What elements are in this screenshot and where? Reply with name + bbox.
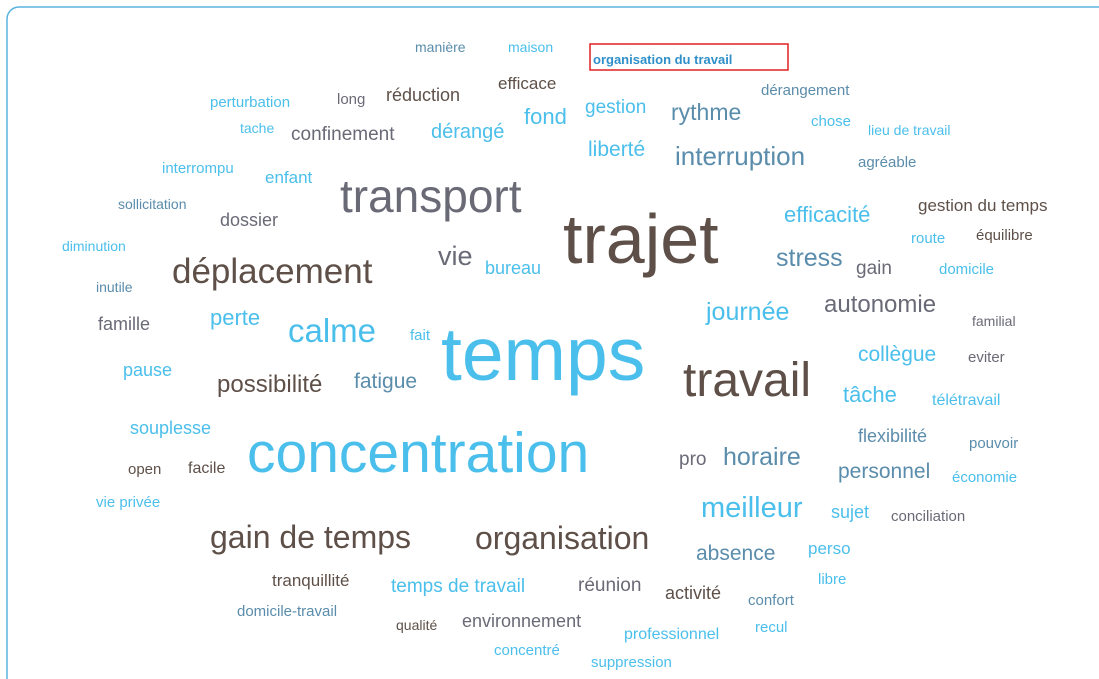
word[interactable]: possibilité xyxy=(217,371,322,398)
word[interactable]: concentration xyxy=(247,421,589,485)
word[interactable]: rythme xyxy=(671,99,741,125)
word[interactable]: équilibre xyxy=(976,227,1033,244)
word[interactable]: autonomie xyxy=(824,291,936,318)
word[interactable]: temps xyxy=(441,312,645,396)
word[interactable]: inutile xyxy=(96,279,133,295)
word[interactable]: collègue xyxy=(858,343,936,366)
word[interactable]: gain de temps xyxy=(210,519,411,555)
word[interactable]: travail xyxy=(683,354,811,407)
word[interactable]: gestion du temps xyxy=(918,196,1047,215)
word[interactable]: activité xyxy=(665,583,721,603)
word[interactable]: journée xyxy=(705,298,789,326)
word[interactable]: famille xyxy=(98,314,150,334)
word[interactable]: sollicitation xyxy=(118,196,186,212)
word[interactable]: suppression xyxy=(591,654,672,671)
word[interactable]: dérangé xyxy=(431,121,504,143)
word[interactable]: bureau xyxy=(485,258,541,278)
word[interactable]: fond xyxy=(524,104,567,129)
word[interactable]: tâche xyxy=(843,382,897,407)
word[interactable]: recul xyxy=(755,619,788,636)
word[interactable]: efficacité xyxy=(784,202,870,227)
word[interactable]: meilleur xyxy=(701,492,803,524)
word[interactable]: télétravail xyxy=(932,392,1000,409)
word[interactable]: pouvoir xyxy=(969,435,1018,452)
word[interactable]: lieu de travail xyxy=(868,122,951,138)
word[interactable]: efficace xyxy=(498,74,556,93)
word[interactable]: domicile-travail xyxy=(237,603,337,620)
word[interactable]: interrompu xyxy=(162,160,234,177)
word[interactable]: transport xyxy=(340,170,522,222)
word[interactable]: vie privée xyxy=(96,494,160,511)
word[interactable]: eviter xyxy=(968,349,1005,366)
word[interactable]: route xyxy=(911,230,945,247)
word[interactable]: flexibilité xyxy=(858,426,927,446)
word[interactable]: manière xyxy=(415,39,466,55)
word[interactable]: pro xyxy=(679,449,706,470)
word[interactable]: qualité xyxy=(396,617,437,633)
word[interactable]: personnel xyxy=(838,460,930,483)
word[interactable]: diminution xyxy=(62,238,126,254)
word[interactable]: dérangement xyxy=(761,82,850,99)
word[interactable]: tache xyxy=(240,120,274,136)
word[interactable]: familial xyxy=(972,313,1016,329)
word[interactable]: temps de travail xyxy=(391,576,525,597)
word[interactable]: dossier xyxy=(220,210,278,230)
word[interactable]: stress xyxy=(776,244,843,272)
word[interactable]: fatigue xyxy=(354,370,417,393)
word[interactable]: économie xyxy=(952,469,1017,486)
frame xyxy=(6,6,1099,679)
word[interactable]: long xyxy=(337,91,365,108)
word[interactable]: fait xyxy=(410,327,431,344)
word[interactable]: libre xyxy=(818,571,846,588)
word[interactable]: conciliation xyxy=(891,508,965,525)
word[interactable]: calme xyxy=(288,312,376,349)
word[interactable]: interruption xyxy=(675,141,805,171)
word[interactable]: sujet xyxy=(831,502,869,522)
word[interactable]: trajet xyxy=(563,200,719,278)
word[interactable]: liberté xyxy=(588,138,645,161)
word[interactable]: confinement xyxy=(291,124,395,145)
word[interactable]: confort xyxy=(748,592,795,609)
word[interactable]: concentré xyxy=(494,642,560,659)
word[interactable]: vie xyxy=(438,241,473,271)
word[interactable]: facile xyxy=(188,460,225,477)
word[interactable]: horaire xyxy=(723,443,801,471)
word[interactable]: organisation du travail xyxy=(593,52,732,67)
word[interactable]: perte xyxy=(210,305,260,330)
word[interactable]: agréable xyxy=(858,154,916,171)
selection-box xyxy=(589,43,789,71)
word[interactable]: réunion xyxy=(578,575,641,596)
word[interactable]: enfant xyxy=(265,168,313,187)
word[interactable]: réduction xyxy=(386,85,460,105)
word[interactable]: pause xyxy=(123,360,172,380)
word[interactable]: souplesse xyxy=(130,418,211,438)
word[interactable]: organisation xyxy=(475,520,649,556)
word[interactable]: maison xyxy=(508,39,553,55)
word[interactable]: environnement xyxy=(462,611,581,631)
word[interactable]: domicile xyxy=(939,261,994,278)
word[interactable]: tranquillité xyxy=(272,571,350,590)
word[interactable]: absence xyxy=(696,542,775,565)
word[interactable]: déplacement xyxy=(172,252,373,291)
word[interactable]: perturbation xyxy=(210,94,290,111)
word[interactable]: chose xyxy=(811,113,851,130)
word[interactable]: open xyxy=(128,461,161,478)
word[interactable]: gestion xyxy=(585,97,646,118)
word[interactable]: gain xyxy=(856,258,892,279)
word[interactable]: perso xyxy=(808,539,851,558)
word[interactable]: professionnel xyxy=(624,626,719,643)
